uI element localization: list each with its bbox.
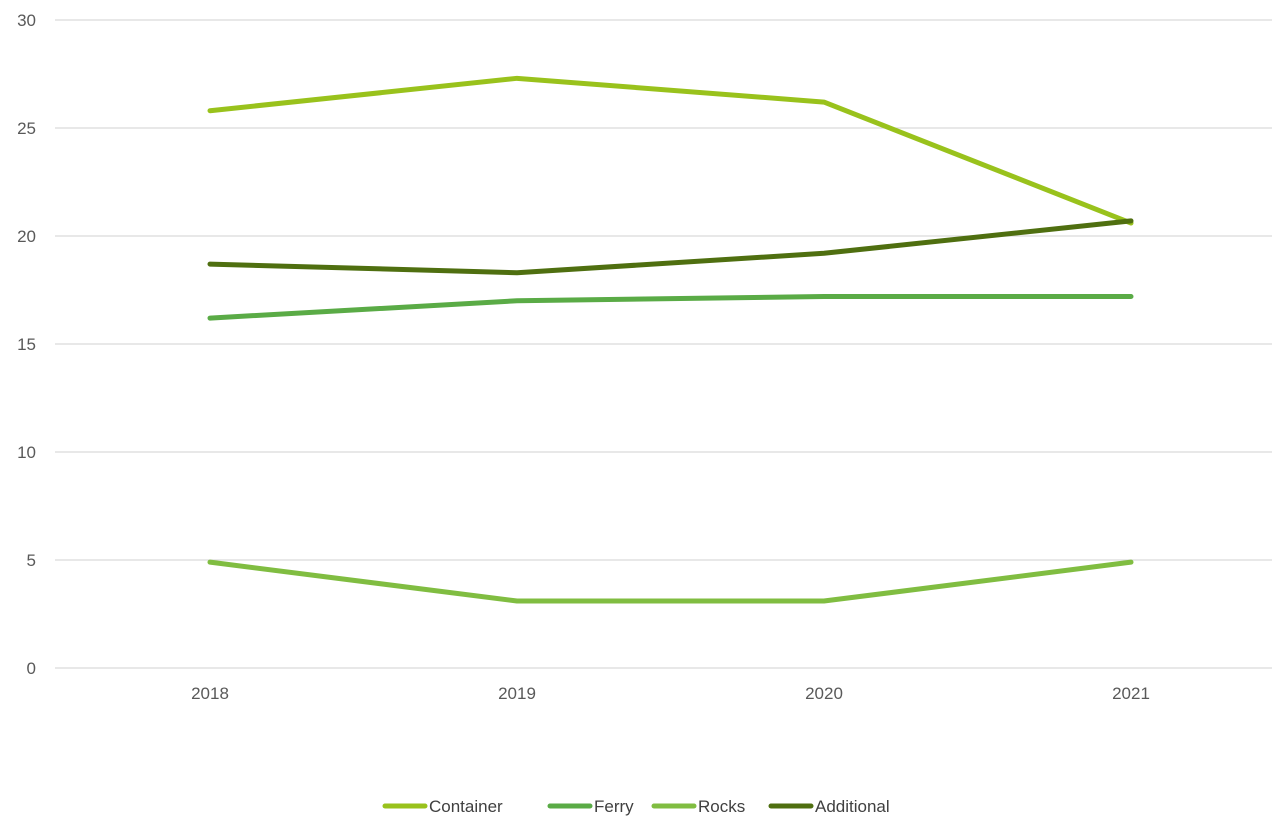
- y-axis: 0 5 10 15 20 25 30: [17, 11, 36, 678]
- legend-item-additional: Additional: [768, 797, 890, 816]
- x-axis: 2018 2019 2020 2021: [191, 684, 1150, 703]
- y-tick-label: 20: [17, 227, 36, 246]
- y-tick-label: 5: [27, 551, 36, 570]
- legend: Container Ferry Rocks Additional: [382, 797, 890, 816]
- x-tick-label: 2021: [1112, 684, 1150, 703]
- legend-item-rocks: Rocks: [651, 797, 745, 816]
- legend-label: Additional: [815, 797, 890, 816]
- series-line-additional: [207, 218, 1134, 276]
- legend-item-container: Container: [382, 797, 503, 816]
- y-tick-label: 0: [27, 659, 36, 678]
- series-line-container: [207, 75, 1134, 226]
- legend-item-ferry: Ferry: [547, 797, 634, 816]
- y-tick-label: 25: [17, 119, 36, 138]
- series-line-rocks: [207, 559, 1134, 604]
- legend-label: Rocks: [698, 797, 745, 816]
- y-tick-label: 15: [17, 335, 36, 354]
- x-tick-label: 2019: [498, 684, 536, 703]
- x-tick-label: 2018: [191, 684, 229, 703]
- series-line-ferry: [207, 293, 1134, 321]
- gridlines: [55, 19, 1272, 669]
- series-lines: [207, 75, 1134, 604]
- legend-label: Container: [429, 797, 503, 816]
- y-tick-label: 10: [17, 443, 36, 462]
- legend-label: Ferry: [594, 797, 634, 816]
- x-tick-label: 2020: [805, 684, 843, 703]
- y-tick-label: 30: [17, 11, 36, 30]
